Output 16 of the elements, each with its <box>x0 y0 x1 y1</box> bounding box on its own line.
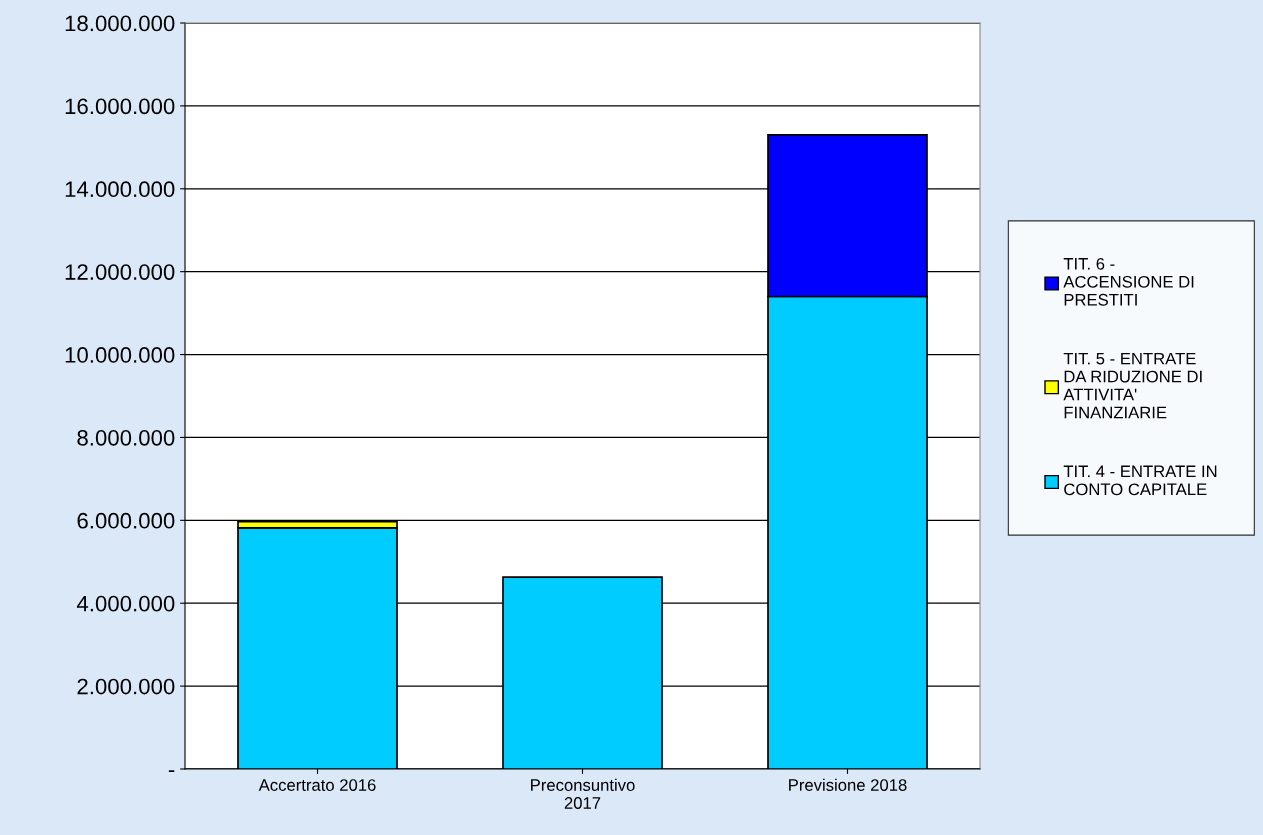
y-tick-label: - <box>168 770 175 773</box>
legend-label: TIT. 4 - ENTRATE IN CONTO CAPITALE <box>1063 465 1217 496</box>
y-tick-label: 10.000.000 <box>65 347 175 363</box>
x-tick-label: Previsione 2018 <box>789 778 907 791</box>
x-tick-label: Preconsuntivo 2017 <box>531 778 635 809</box>
x-tick-label: Accertrato 2016 <box>258 779 376 791</box>
y-tick-label: 14.000.000 <box>65 181 175 198</box>
legend-label: TIT. 6 - ACCENSIONE DI PRESTITI <box>1063 257 1194 306</box>
y-tick-label: 2.000.000 <box>77 678 175 695</box>
y-tick-label: 8.000.000 <box>77 429 175 446</box>
y-tick-label: 6.000.000 <box>77 512 175 529</box>
y-tick-label: 4.000.000 <box>76 595 175 612</box>
y-tick-label: 12.000.000 <box>65 264 175 280</box>
legend-label: TIT. 5 - ENTRATE DA RIDUZIONE DI ATTIVITA' FINANZIARIE <box>1063 352 1202 419</box>
y-tick-label: 16.000.000 <box>65 98 175 115</box>
y-tick-label: 18.000.000 <box>65 15 175 32</box>
